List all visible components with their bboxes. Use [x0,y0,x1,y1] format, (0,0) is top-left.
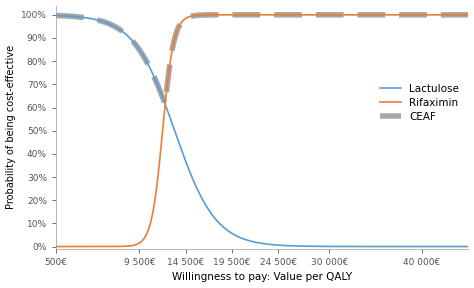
Lactulose [211,216,217,219]
Lactulose [465,245,471,248]
Rifaximin [100,245,106,248]
CEAF [229,13,235,16]
Rifaximin [53,245,59,248]
Lactulose [100,20,106,23]
Line: Lactulose: Lactulose [56,16,468,247]
Lactulose [53,14,59,17]
Rifaximin [465,13,471,16]
Rifaximin [364,13,370,16]
Lactulose [457,245,463,248]
CEAF [458,13,464,16]
Rifaximin [413,13,419,16]
Legend: Lactulose, Rifaximin, CEAF: Lactulose, Rifaximin, CEAF [376,79,463,126]
Rifaximin [457,13,463,16]
Line: Rifaximin: Rifaximin [56,15,468,247]
Rifaximin [229,13,235,16]
Rifaximin [125,245,130,248]
Lactulose [413,245,419,248]
CEAF [413,13,419,16]
X-axis label: Willingness to pay: Value per QALY: Willingness to pay: Value per QALY [172,272,352,283]
Rifaximin [211,13,217,17]
CEAF [211,13,217,17]
Lactulose [125,34,130,37]
Line: CEAF: CEAF [56,15,468,104]
CEAF [53,14,59,17]
CEAF [100,20,106,23]
CEAF [163,102,168,106]
Y-axis label: Probability of being cost-effective: Probability of being cost-effective [6,45,16,209]
CEAF [364,13,370,16]
Lactulose [229,232,235,235]
CEAF [125,34,130,37]
CEAF [465,13,471,16]
